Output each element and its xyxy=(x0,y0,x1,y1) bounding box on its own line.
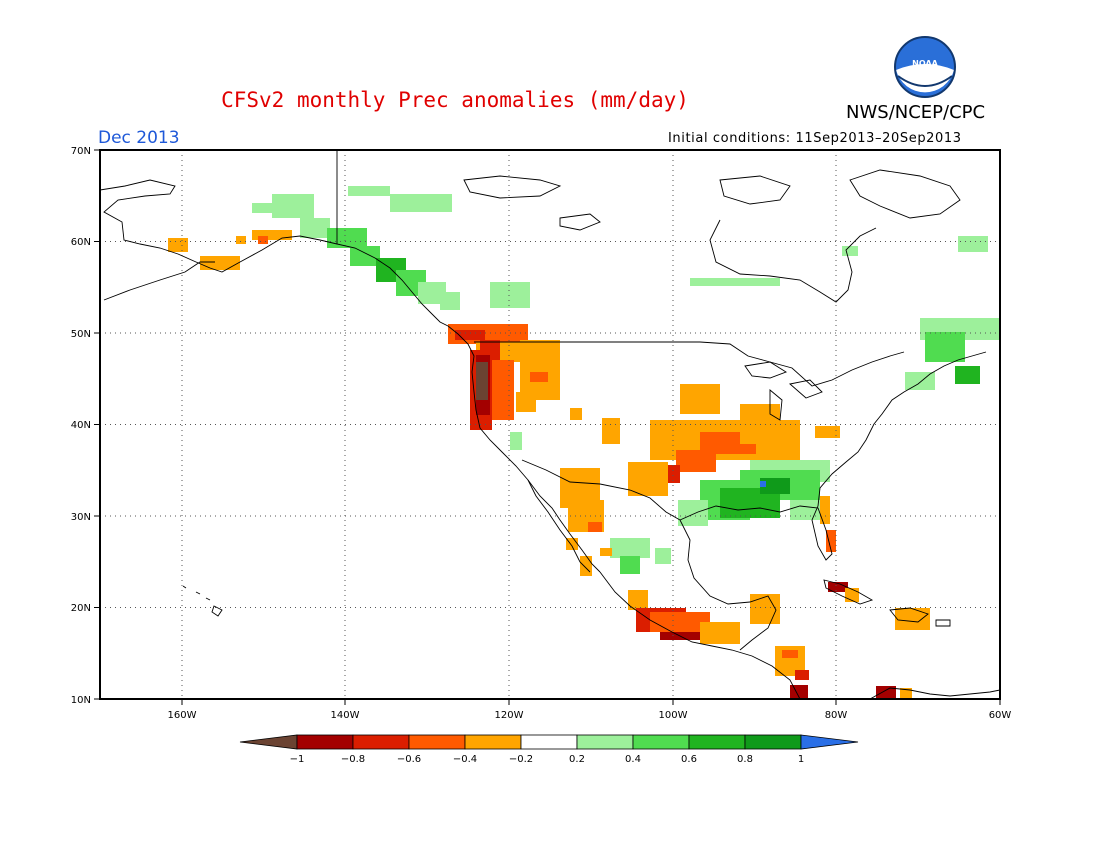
lon-label-140w: 140W xyxy=(331,710,360,721)
lat-labels: 70N 60N 50N 40N 30N 20N 10N xyxy=(71,146,91,706)
lat-label-40n: 40N xyxy=(71,420,91,431)
colorbar-label: 1 xyxy=(798,754,804,765)
lat-label-60n: 60N xyxy=(71,237,91,248)
lat-label-20n: 20N xyxy=(71,603,91,614)
colorbar-bin xyxy=(632,734,690,750)
agency-label: NWS/NCEP/CPC xyxy=(846,102,986,123)
colorbar-label: −0.6 xyxy=(397,754,421,765)
noaa-logo-text: NOAA xyxy=(912,59,938,68)
axis-ticks xyxy=(94,149,1001,705)
colorbar-label: −0.4 xyxy=(453,754,477,765)
colorbar-label: −0.8 xyxy=(341,754,365,765)
lon-label-80w: 80W xyxy=(825,710,848,721)
lat-label-30n: 30N xyxy=(71,512,91,523)
colorbar-bin xyxy=(296,734,354,750)
colorbar-label: 0.2 xyxy=(569,754,585,765)
anomaly-shading xyxy=(168,186,1000,699)
coastlines xyxy=(100,150,1000,699)
colorbar-label: −0.2 xyxy=(509,754,533,765)
colorbar-low-arrow xyxy=(239,734,298,750)
colorbar-bin xyxy=(688,734,746,750)
colorbar-label: 0.4 xyxy=(625,754,641,765)
colorbar-bin xyxy=(576,734,634,750)
colorbar-high-arrow xyxy=(800,734,859,750)
lon-label-160w: 160W xyxy=(168,710,197,721)
lon-label-60w: 60W xyxy=(989,710,1012,721)
lat-label-70n: 70N xyxy=(71,146,91,157)
colorbar-bin xyxy=(352,734,410,750)
lat-label-50n: 50N xyxy=(71,329,91,340)
lon-label-120w: 120W xyxy=(495,710,524,721)
graticule xyxy=(100,150,1000,699)
colorbar-bin xyxy=(744,734,802,750)
noaa-logo: NOAA xyxy=(894,36,956,98)
colorbar-bin xyxy=(464,734,522,750)
colorbar-label: −1 xyxy=(290,754,305,765)
valid-month-label: Dec 2013 xyxy=(98,128,180,148)
lon-label-100w: 100W xyxy=(659,710,688,721)
lat-label-10n: 10N xyxy=(71,695,91,706)
chart-title: CFSv2 monthly Prec anomalies (mm/day) xyxy=(221,88,689,112)
colorbar: −1 −0.8 −0.6 −0.4 −0.2 0.2 0.4 0.6 0.8 1 xyxy=(239,734,859,765)
colorbar-label: 0.6 xyxy=(681,754,697,765)
lon-labels: 160W 140W 120W 100W 80W 60W xyxy=(168,710,1012,721)
initial-conditions-label: Initial conditions: 11Sep2013–20Sep2013 xyxy=(668,131,962,146)
colorbar-bin xyxy=(408,734,466,750)
colorbar-bin xyxy=(520,734,578,750)
colorbar-label: 0.8 xyxy=(737,754,753,765)
